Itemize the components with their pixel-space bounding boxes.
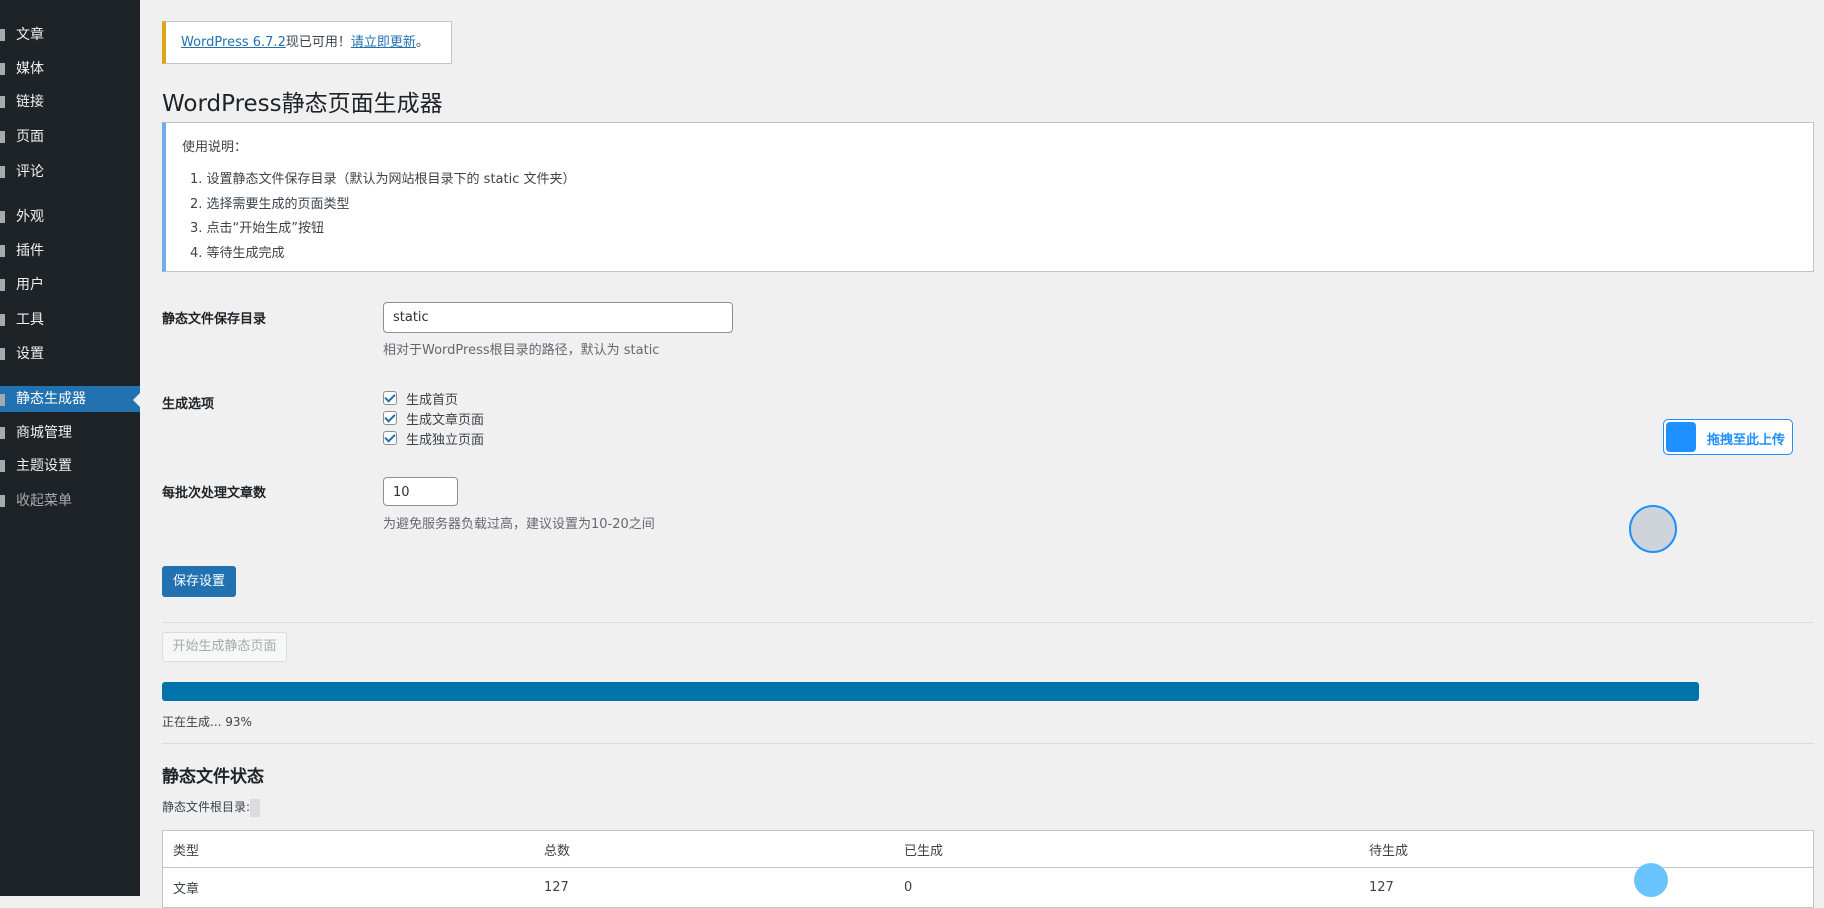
checkbox[interactable] <box>383 411 397 425</box>
menu-item[interactable]: 用户 <box>0 271 140 299</box>
menu-item[interactable]: 设置 <box>0 340 140 368</box>
menu-item[interactable]: 页面 <box>0 123 140 151</box>
batch-hint: 为避免服务器负载过高，建议设置为10-20之间 <box>383 517 655 532</box>
menu-item[interactable]: 媒体 <box>0 55 140 83</box>
upload-text: 拖拽至此上传 <box>1707 433 1786 448</box>
dir-hint: 相对于WordPress根目录的路径，默认为 static <box>383 343 660 358</box>
root-text: 静态文件根目录: <box>162 800 251 814</box>
menu-item[interactable]: 评论 <box>0 158 140 186</box>
upload-widget[interactable]: 拖拽至此上传 <box>1663 419 1793 455</box>
checkbox[interactable] <box>383 391 397 405</box>
notice-end: 。 <box>415 35 429 50</box>
notice-text: 现已可用！ <box>285 35 351 50</box>
menu-item[interactable]: 外观 <box>0 203 140 231</box>
column-header: 待生成 <box>1369 843 1409 859</box>
table-cell: 127 <box>544 880 569 895</box>
menu-item[interactable]: 文章 <box>0 21 140 49</box>
column-header: 类型 <box>173 843 200 859</box>
menu-item[interactable]: 静态生成器 <box>0 386 140 412</box>
status-heading: 静态文件状态 <box>162 767 264 787</box>
menu-item[interactable]: 收起菜单 <box>0 487 140 515</box>
table-row: 文章 127 0 127 <box>163 868 1814 908</box>
checkbox-label: 生成文章页面 <box>406 413 485 428</box>
table-cell: 文章 <box>173 882 200 897</box>
checkbox-label: 生成独立页面 <box>406 433 485 448</box>
menu-item[interactable]: 链接 <box>0 88 140 116</box>
table-body: 文章 127 0 127 <box>163 868 1814 908</box>
dir-input[interactable]: static <box>383 302 733 333</box>
update-link[interactable]: 请立即更新 <box>350 35 416 50</box>
menu-item[interactable]: 主题设置 <box>0 452 140 480</box>
progress-bar <box>162 682 1699 701</box>
menu-item[interactable]: 工具 <box>0 306 140 334</box>
dir-label: 静态文件保存目录 <box>162 312 267 327</box>
step: 2. 选择需要生成的页面类型 <box>190 196 350 212</box>
generate-button[interactable]: 开始生成静态页面 <box>162 632 287 662</box>
menu-item[interactable]: 商城管理 <box>0 419 140 447</box>
progress-text: 正在生成... 93% <box>162 715 252 729</box>
upload-icon <box>1666 422 1696 452</box>
save-button[interactable]: 保存设置 <box>162 566 236 597</box>
step: 1. 设置静态文件保存目录（默认为网站根目录下的 static 文件夹） <box>190 172 576 187</box>
status-table: 类型 总数 已生成 待生成文章 127 0 127 <box>162 830 1814 908</box>
separator <box>162 622 1814 623</box>
update-notice: WordPress 6.7.2现已可用！请立即更新。 <box>162 21 452 64</box>
column-header: 已生成 <box>904 843 944 859</box>
step: 4. 等待生成完成 <box>190 245 285 261</box>
assistant-avatar[interactable] <box>1629 505 1677 553</box>
batch-input[interactable]: 10 <box>383 477 458 506</box>
sidebar: 文章媒体链接页面评论外观插件用户工具设置静态生成器商城管理主题设置收起菜单 <box>0 0 140 896</box>
step: 3. 点击“开始生成”按钮 <box>190 221 325 236</box>
separator <box>162 743 1814 744</box>
chat-bubble[interactable] <box>1634 863 1668 897</box>
instructions: 使用说明： 1. 设置静态文件保存目录（默认为网站根目录下的 static 文件… <box>162 122 1814 272</box>
column-header: 总数 <box>544 843 571 859</box>
version-link[interactable]: WordPress 6.7.2 <box>181 35 286 50</box>
menu-item[interactable]: 插件 <box>0 237 140 265</box>
options-label: 生成选项 <box>162 397 215 412</box>
instructions-heading: 使用说明： <box>182 140 248 155</box>
batch-label: 每批次处理文章数 <box>162 486 267 501</box>
table-header: 类型 总数 已生成 待生成 <box>162 831 1814 868</box>
code-box <box>250 798 261 817</box>
table-cell: 0 <box>904 880 913 895</box>
checkbox-label: 生成首页 <box>406 393 459 408</box>
root-label: 静态文件根目录: <box>162 798 261 817</box>
checkbox[interactable] <box>383 431 397 445</box>
table-cell: 127 <box>1369 880 1394 895</box>
page-title: WordPress静态页面生成器 <box>162 91 443 117</box>
